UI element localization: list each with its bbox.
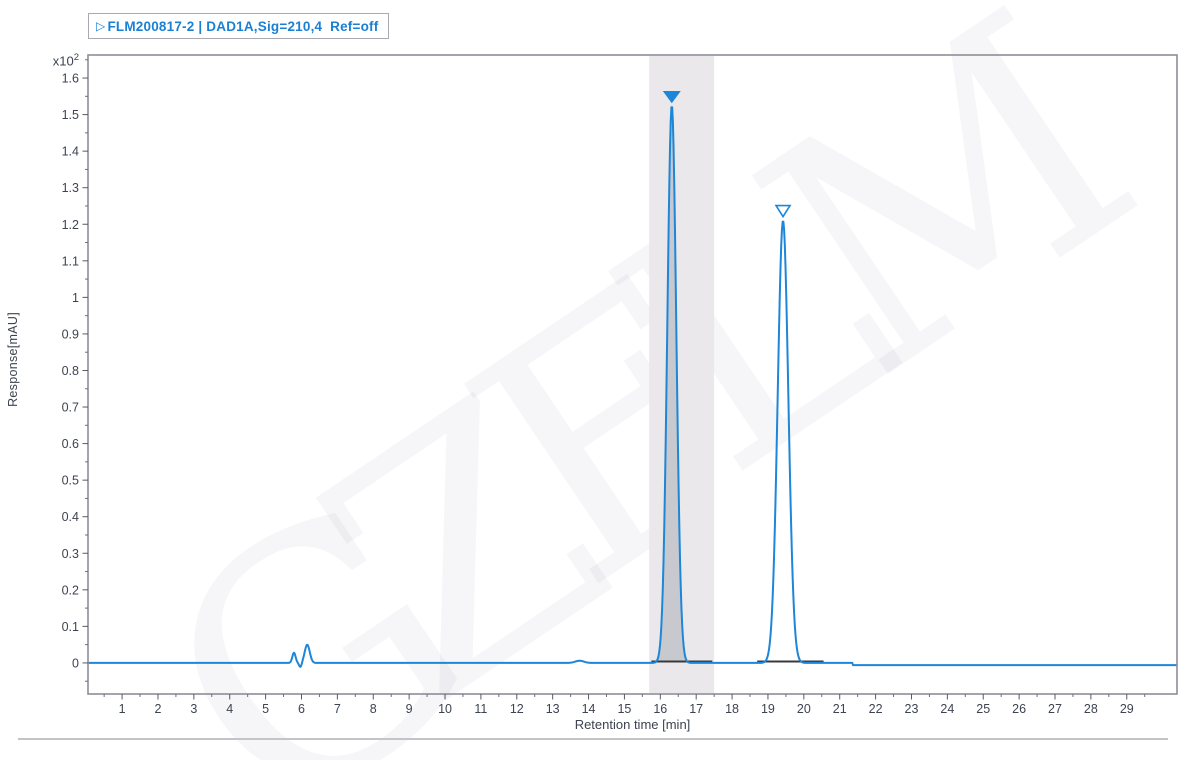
x-tick-label: 13 (546, 702, 560, 716)
chromatogram-curve[interactable] (87, 106, 1177, 668)
y-tick-label: 1.6 (62, 72, 79, 86)
x-axis-title: Retention time [min] (574, 717, 691, 732)
x-tick-label: 8 (370, 702, 377, 716)
x-tick-label: 21 (833, 702, 847, 716)
x-tick-label: 2 (154, 702, 161, 716)
y-tick-label: 0 (72, 656, 79, 670)
x-tick-label: 14 (582, 702, 596, 716)
x-tick-label: 11 (474, 702, 487, 716)
selected-peak-fill (651, 105, 713, 663)
play-triangle-icon: ▷ (96, 19, 106, 33)
x-tick-label: 7 (334, 702, 341, 716)
y-tick-label: 1.2 (62, 218, 79, 232)
x-tick-label: 24 (940, 702, 954, 716)
signal-header-label: FLM200817-2 | DAD1A,Sig=210,4 Ref=off (107, 18, 379, 34)
selected-peak-marker-icon[interactable] (662, 90, 681, 104)
y-tick-label: 0.1 (62, 620, 79, 634)
peak-marker-icon[interactable] (774, 204, 792, 219)
y-axis-multiplier-exponent: 2 (73, 52, 79, 63)
x-tick-label: 26 (1012, 702, 1026, 716)
x-tick-label: 6 (298, 702, 305, 716)
x-tick-label: 10 (438, 702, 452, 716)
y-tick-label: 0.7 (62, 401, 79, 415)
x-tick-label: 23 (905, 702, 919, 716)
x-tick-label: 22 (869, 702, 883, 716)
y-tick-label: 0.2 (62, 583, 79, 597)
x-tick-label: 25 (976, 702, 990, 716)
x-tick-label: 4 (226, 702, 233, 716)
bottom-separator-line (18, 738, 1168, 740)
y-tick-label: 0.4 (62, 510, 79, 524)
x-tick-label: 29 (1120, 702, 1134, 716)
y-tick-label: 1.5 (62, 108, 79, 122)
x-tick-label: 15 (617, 702, 631, 716)
x-tick-label: 9 (406, 702, 413, 716)
y-tick-label: 0.6 (62, 437, 79, 451)
x-tick-label: 3 (190, 702, 197, 716)
y-tick-label: 1.4 (62, 145, 79, 159)
signal-header-box[interactable]: ▷ FLM200817-2 | DAD1A,Sig=210,4 Ref=off (88, 13, 390, 39)
x-tick-label: 20 (797, 702, 811, 716)
x-tick-label: 16 (653, 702, 667, 716)
y-axis-title: Response[mAU] (6, 312, 20, 407)
y-tick-label: 1 (72, 291, 79, 305)
y-tick-label: 0.8 (62, 364, 79, 378)
y-axis-multiplier: x102 (52, 52, 79, 69)
y-tick-label: 0.3 (62, 547, 79, 561)
x-tick-label: 1 (119, 702, 126, 716)
x-tick-label: 19 (761, 702, 775, 716)
x-tick-label: 27 (1048, 702, 1062, 716)
x-tick-label: 18 (725, 702, 739, 716)
x-tick-label: 17 (689, 702, 703, 716)
plot-border (87, 54, 1178, 695)
x-tick-label: 12 (510, 702, 524, 716)
y-tick-label: 0.9 (62, 327, 79, 341)
y-tick-label: 1.1 (62, 254, 79, 268)
x-tick-label: 28 (1084, 702, 1098, 716)
y-tick-label: 0.5 (62, 474, 79, 488)
y-tick-label: 1.3 (62, 181, 79, 195)
x-tick-label: 5 (262, 702, 269, 716)
